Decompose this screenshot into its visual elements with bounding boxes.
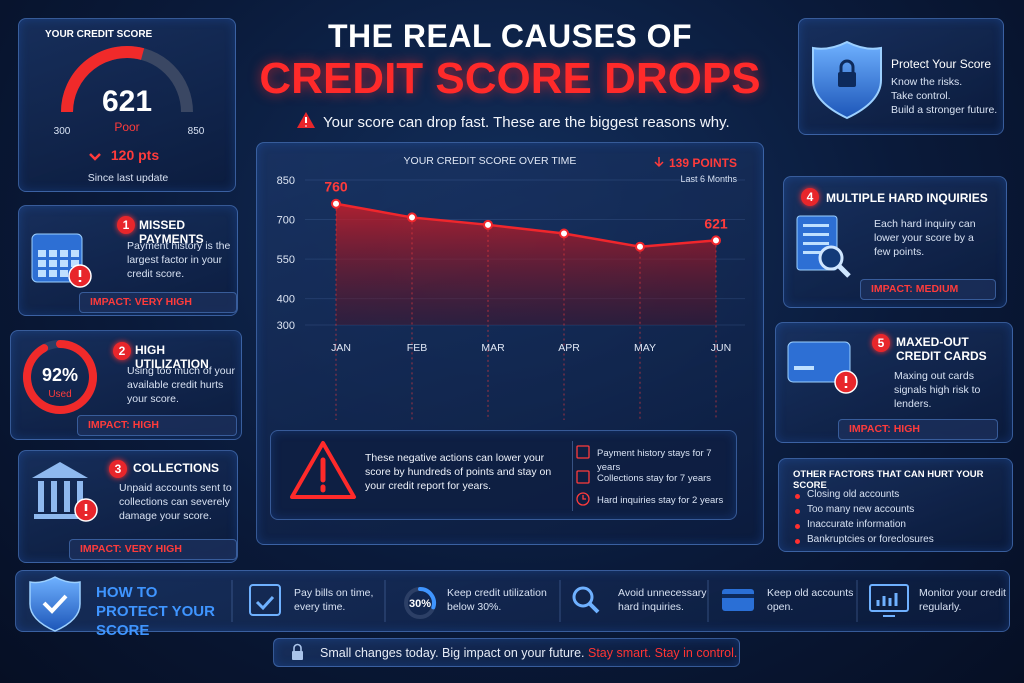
impact: IMPACT: VERY HIGH [69, 539, 237, 560]
other-item: Inaccurate information [807, 519, 906, 530]
footer-highlight: Stay smart. Stay in control. [587, 646, 738, 660]
other-bullet [795, 524, 800, 529]
impact: IMPACT: HIGH [77, 415, 237, 436]
cause-text: Using too much of your available credit … [127, 365, 235, 405]
cause-number: 5 [872, 334, 890, 352]
impact: IMPACT: HIGH [838, 419, 998, 440]
other-bullet [795, 509, 800, 514]
score-change-note: Since last update [87, 172, 169, 184]
footer-text: Small changes today. Big impact on your … [320, 646, 585, 660]
chart-note-item: Collections stay for 7 years [597, 473, 712, 484]
cause-card: 3 COLLECTIONS Unpaid accounts sent to coll… [18, 450, 238, 563]
cause-card: 5 MAXED-OUT CREDIT CARDS Maxing out cards … [775, 322, 1013, 443]
warning-icon [297, 112, 315, 128]
subtitle: Your score can drop fast. These are the … [323, 114, 730, 131]
cause-number: 3 [109, 460, 127, 478]
other-bullet [795, 494, 800, 499]
cause-card: 2 HIGH UTILIZATION Using too much of your … [10, 330, 242, 440]
other-item: Bankruptcies or foreclosures [807, 534, 934, 545]
protect-line: Take control. [891, 90, 951, 102]
score-change: 120 pts [110, 147, 160, 163]
cause-number: 1 [117, 216, 135, 234]
tip: Keep old accounts open. [767, 587, 854, 613]
cause-number: 4 [801, 188, 819, 206]
other-bullet [795, 539, 800, 544]
chart-note-item: Payment history stays for 7 years [597, 448, 712, 473]
other-factors: OTHER FACTORS THAT CAN HURT YOUR SCORE C… [778, 458, 1013, 552]
divider [572, 441, 573, 511]
impact: IMPACT: MEDIUM [860, 279, 996, 300]
tips-title: HOW TO PROTECT YOUR SCORE [96, 584, 215, 639]
tips-bar: HOW TO PROTECT YOUR SCORE Pay bills on t… [15, 570, 1010, 639]
footer-pill: Small changes today. Big impact on your … [273, 638, 740, 667]
cause-title: COLLECTIONS [133, 461, 219, 475]
cause-number: 2 [113, 342, 131, 360]
chart-note-text: These negative actions can lower your sc… [365, 452, 552, 492]
cause-text: Each hard inquiry can lower your score b… [874, 218, 976, 258]
cause-title: HIGH UTILIZATION [135, 343, 209, 371]
protect-title: Protect Your Score [891, 57, 992, 71]
other-title: OTHER FACTORS THAT CAN HURT YOUR SCORE [793, 469, 984, 491]
chart-note: These negative actions can lower your sc… [270, 430, 737, 520]
cause-title: MISSED PAYMENTS [139, 218, 204, 246]
score-label: YOUR CREDIT SCORE [45, 29, 153, 40]
chart-note-item: Hard inquiries stay for 2 years [597, 495, 724, 506]
other-item: Closing old accounts [807, 489, 900, 500]
cause-title: MAXED-OUT CREDIT CARDS [896, 335, 987, 363]
tip: Pay bills on time, every time. [294, 587, 374, 613]
cause-text: Payment history is the largest factor in… [127, 240, 231, 280]
protect-card: Protect Your Score Know the risks. Take … [798, 18, 1004, 135]
tip: Monitor your credit regularly. [919, 587, 1006, 613]
other-item: Too many new accounts [807, 504, 915, 515]
cause-card: 1 MISSED PAYMENTS Payment history is the l… [18, 205, 238, 316]
title-line2: CREDIT SCORE DROPS [259, 54, 761, 103]
cause-text: Unpaid accounts sent to collections can … [119, 482, 232, 522]
protect-line: Build a stronger future. [891, 104, 998, 116]
footer: Small changes today. Big impact on your … [320, 646, 737, 660]
cause-text: Maxing out cards signals high risk to le… [894, 370, 981, 410]
protect-line: Know the risks. [891, 76, 963, 88]
cause-card: 4 MULTIPLE HARD INQUIRIES Each hard inquir… [783, 176, 1007, 308]
tip: Avoid unnecessary hard inquiries. [618, 587, 707, 613]
cause-title: MULTIPLE HARD INQUIRIES [826, 191, 988, 205]
tip: Keep credit utilization below 30%. [447, 587, 547, 613]
impact: IMPACT: VERY HIGH [79, 292, 237, 313]
title-line1: THE REAL CAUSES OF [328, 18, 692, 54]
score-card: YOUR CREDIT SCORE 120 pts Since last upd… [18, 18, 236, 192]
